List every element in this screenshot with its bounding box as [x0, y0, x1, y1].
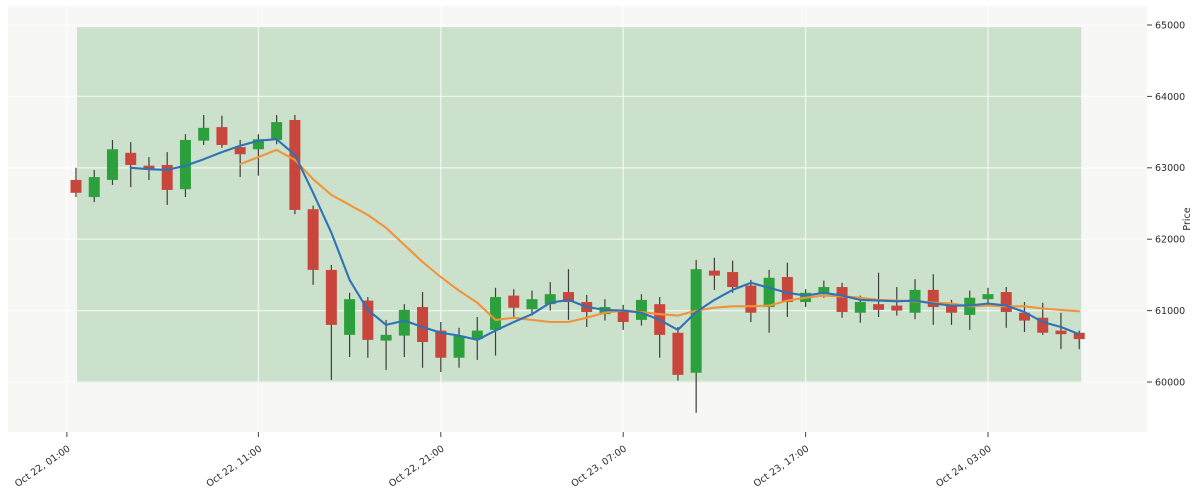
- ma-slow-line: [239, 148, 1081, 324]
- candle-down: [161, 152, 173, 205]
- y-tick-label: 65000: [1155, 20, 1185, 31]
- candle-up: [526, 290, 538, 316]
- candle-up: [398, 304, 410, 358]
- candle-down: [216, 115, 228, 148]
- candle-up: [471, 317, 483, 360]
- plot-area: [8, 6, 1147, 432]
- candle-down: [125, 142, 137, 188]
- candle-up: [198, 114, 210, 145]
- candle-up: [763, 269, 775, 333]
- candle-down: [873, 272, 885, 318]
- y-tick-label: 60000: [1155, 377, 1185, 388]
- y-tick-label: 62000: [1155, 235, 1185, 246]
- candle-down: [708, 257, 720, 290]
- candle-up: [106, 139, 118, 185]
- y-tick-label: 61000: [1155, 306, 1185, 317]
- candle-down: [1055, 312, 1067, 350]
- candle-up: [544, 282, 556, 311]
- candle-up: [344, 292, 356, 358]
- candle-down: [435, 322, 447, 373]
- candle-down: [781, 262, 793, 318]
- candle-up: [490, 287, 502, 356]
- highlight-band: [77, 27, 1082, 383]
- candle-up: [982, 287, 994, 303]
- y-axis-title: Price: [1182, 207, 1193, 230]
- candle-down: [508, 289, 520, 318]
- candle-down: [307, 205, 319, 285]
- y-tick-label: 63000: [1155, 163, 1185, 174]
- candle-down: [362, 297, 374, 358]
- y-tick-label: 64000: [1155, 92, 1185, 103]
- candle-up: [380, 319, 392, 370]
- candle-down: [70, 167, 82, 198]
- ma-fast-line: [129, 138, 1081, 341]
- candle-down: [672, 327, 684, 381]
- candle-down: [617, 304, 629, 330]
- candle-up: [88, 169, 100, 203]
- candle-down: [836, 282, 848, 318]
- candle-down: [417, 292, 429, 368]
- candle-down: [927, 274, 939, 325]
- candle-down: [325, 264, 337, 380]
- candle-up: [635, 294, 647, 326]
- candle-up: [453, 327, 465, 368]
- candles: [70, 114, 1085, 413]
- gridlines: [8, 6, 1147, 432]
- candle-down: [1000, 287, 1012, 328]
- candle-down: [745, 279, 757, 323]
- candle-up: [690, 259, 702, 413]
- candle-down: [562, 269, 574, 320]
- candle-down: [727, 260, 739, 293]
- candle-down: [289, 114, 301, 215]
